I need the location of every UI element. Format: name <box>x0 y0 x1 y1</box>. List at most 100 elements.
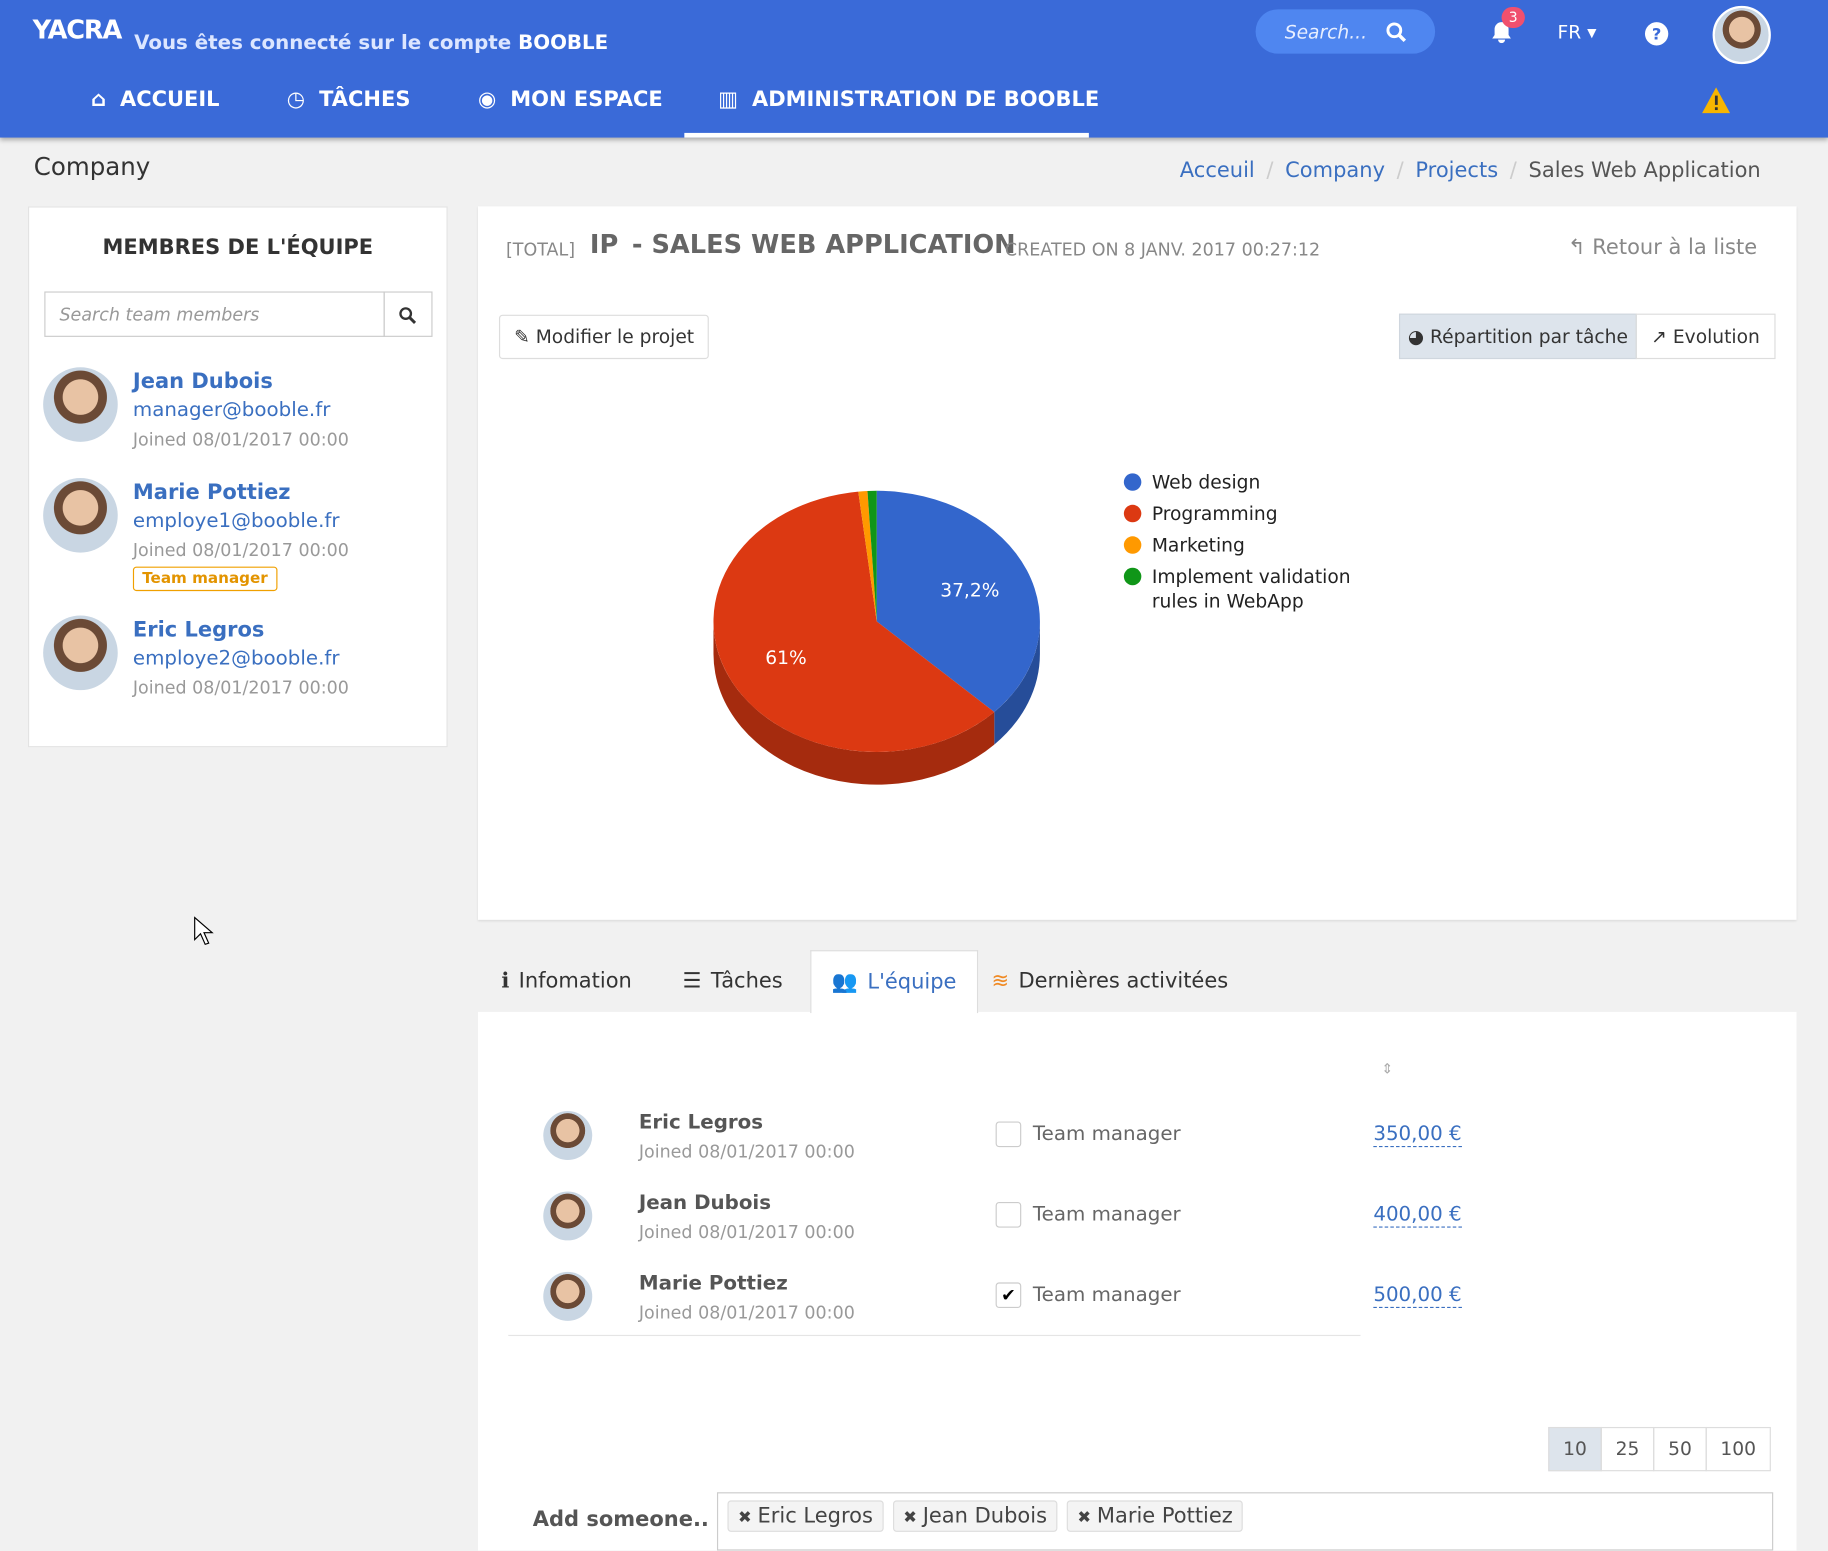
nav-item[interactable]: ▥ ADMINISTRATION DE BOOBLE <box>718 87 1099 111</box>
member-joined: Joined 08/01/2017 00:00 <box>132 677 349 699</box>
tag-text: Jean Dubois <box>922 1503 1048 1529</box>
pie-slice-top <box>858 491 877 622</box>
view-button[interactable]: ↗ Evolution <box>1635 313 1776 360</box>
tag-remove[interactable]: ✖ <box>737 1508 752 1528</box>
project-name: - SALES WEB APPLICATION <box>631 230 1016 260</box>
member-email[interactable]: employe1@booble.fr <box>132 509 340 533</box>
row-amount[interactable]: 350,00 € <box>1373 1122 1462 1148</box>
breadcrumb-separator: / <box>1509 158 1517 184</box>
legend-swatch <box>1123 536 1142 554</box>
row-checkbox[interactable]: ✔ <box>995 1282 1022 1309</box>
svg-text:?: ? <box>1652 25 1661 44</box>
member-email[interactable]: manager@booble.fr <box>132 398 331 423</box>
selected-tag[interactable]: ✖ Jean Dubois <box>892 1500 1058 1532</box>
view-button-active[interactable]: ◕ Répartition par tâche <box>1398 313 1637 360</box>
breadcrumb-item: Sales Web Application <box>1528 158 1761 184</box>
row-checkbox[interactable] <box>995 1121 1022 1148</box>
pie-value-label: 37,2% <box>940 581 999 602</box>
tag-remove[interactable]: ✖ <box>903 1508 917 1528</box>
page-size-option[interactable]: 10 <box>1548 1426 1602 1472</box>
legend-swatch <box>1123 504 1142 523</box>
back-text: Retour à la liste <box>1592 235 1758 260</box>
add-someone-input[interactable]: ✖ Eric Legros ✖ Jean Dubois ✖ Marie Pottiez <box>716 1492 1774 1551</box>
row-name: Jean Dubois <box>638 1191 772 1215</box>
breadcrumb-item[interactable]: Projects <box>1415 158 1499 184</box>
legend-text: Marketing <box>1151 533 1245 557</box>
tag-remove[interactable]: ✖ <box>1077 1508 1092 1528</box>
account-name: BOOBLE <box>518 31 609 55</box>
nav-active-underline <box>684 132 1089 138</box>
language-selector[interactable]: FR ▾ <box>1557 20 1597 44</box>
warning-icon[interactable] <box>1701 86 1731 114</box>
tab[interactable]: ≋ Dernières activitées <box>976 950 1244 1012</box>
row-avatar <box>543 1271 593 1321</box>
team-search-button[interactable] <box>383 291 433 337</box>
notification-badge: 3 <box>1501 6 1525 28</box>
breadcrumb-item[interactable]: Acceuil <box>1179 158 1255 184</box>
row-joined: Joined 08/01/2017 00:00 <box>638 1302 855 1324</box>
sort-icon[interactable]: ⇕ <box>1381 1060 1394 1078</box>
row-amount[interactable]: 500,00 € <box>1373 1283 1462 1309</box>
legend-text: Programming <box>1151 502 1278 525</box>
selected-tag[interactable]: ✖ Eric Legros <box>727 1500 884 1532</box>
member-email[interactable]: employe2@booble.fr <box>132 647 340 671</box>
help-icon[interactable]: ? <box>1644 21 1670 47</box>
row-joined: Joined 08/01/2017 00:00 <box>638 1221 855 1243</box>
member-avatar <box>43 477 118 553</box>
member-badge: Team manager <box>132 566 278 592</box>
tab[interactable]: 👥 L'équipe <box>810 950 979 1014</box>
legend-item: Web design <box>1123 470 1357 494</box>
tab[interactable]: ☰ Tâches <box>655 950 810 1012</box>
view-text: Evolution <box>1672 325 1760 348</box>
member-name[interactable]: Jean Dubois <box>132 369 273 395</box>
page-size-option[interactable]: 25 <box>1600 1426 1655 1472</box>
pie-slice <box>876 490 1040 745</box>
team-panel-title: MEMBRES DE L'ÉQUIPE <box>102 235 374 260</box>
legend-swatch <box>1123 473 1142 491</box>
logo[interactable]: YACRA <box>32 16 123 46</box>
pie-value-label: 61% <box>765 648 806 669</box>
search-box[interactable]: Search... <box>1255 9 1436 54</box>
legend-item: Implement validation rules in WebApp <box>1123 564 1357 613</box>
edit-button[interactable]: ✎ Modifier le projet <box>498 314 710 360</box>
tab-text: Tâches <box>710 968 783 994</box>
nav-item[interactable]: ◉ MON ESPACE <box>478 87 663 111</box>
bell-icon[interactable] <box>1490 20 1513 44</box>
nav-item[interactable]: ⌂ ACCUEIL <box>91 87 220 111</box>
row-name: Marie Pottiez <box>638 1271 788 1296</box>
pie-chart: 37,2% 61% <box>713 490 1040 785</box>
legend-swatch <box>1123 567 1142 586</box>
team-search-input[interactable]: Search team members <box>44 291 385 337</box>
legend-item: Programming <box>1123 501 1357 525</box>
back-link[interactable]: ↰ Retour à la liste <box>1568 235 1758 260</box>
user-avatar[interactable] <box>1712 5 1771 65</box>
mouse-cursor <box>194 916 214 946</box>
team-panel: MEMBRES DE L'ÉQUIPE Search team members … <box>27 206 448 748</box>
tab-icon: ℹ <box>501 968 510 994</box>
member-name[interactable]: Marie Pottiez <box>132 480 291 505</box>
legend-text: Implement validation rules in WebApp <box>1151 565 1351 613</box>
project-tag: [TOTAL] <box>505 238 576 260</box>
row-joined: Joined 08/01/2017 00:00 <box>638 1141 855 1163</box>
row-amount[interactable]: 400,00 € <box>1373 1203 1462 1228</box>
page-size-option[interactable]: 50 <box>1653 1426 1707 1472</box>
selected-tag[interactable]: ✖ Marie Pottiez <box>1066 1500 1244 1532</box>
breadcrumb-separator: / <box>1396 158 1404 184</box>
add-someone-label: Add someone.. <box>532 1507 709 1532</box>
page-title: Company <box>33 152 151 181</box>
tab-icon: 👥 <box>831 969 859 995</box>
nav-text: TÂCHES <box>319 87 411 112</box>
nav-item[interactable]: ◷ TÂCHES <box>287 87 411 111</box>
tab-text: Dernières activitées <box>1018 968 1229 994</box>
tab[interactable]: ℹ Infomation <box>478 950 655 1012</box>
page-size-option[interactable]: 100 <box>1705 1426 1771 1472</box>
tab-text: Infomation <box>518 968 632 994</box>
nav-icon: ⌂ <box>90 87 106 112</box>
legend-item: Marketing <box>1123 533 1357 557</box>
legend-text: Web design <box>1151 470 1261 494</box>
breadcrumb-item[interactable]: Company <box>1285 158 1385 184</box>
member-name[interactable]: Eric Legros <box>132 617 265 643</box>
project-created: CREATED ON 8 JANV. 2017 00:27:12 <box>1004 238 1321 260</box>
row-checkbox[interactable] <box>995 1201 1022 1228</box>
